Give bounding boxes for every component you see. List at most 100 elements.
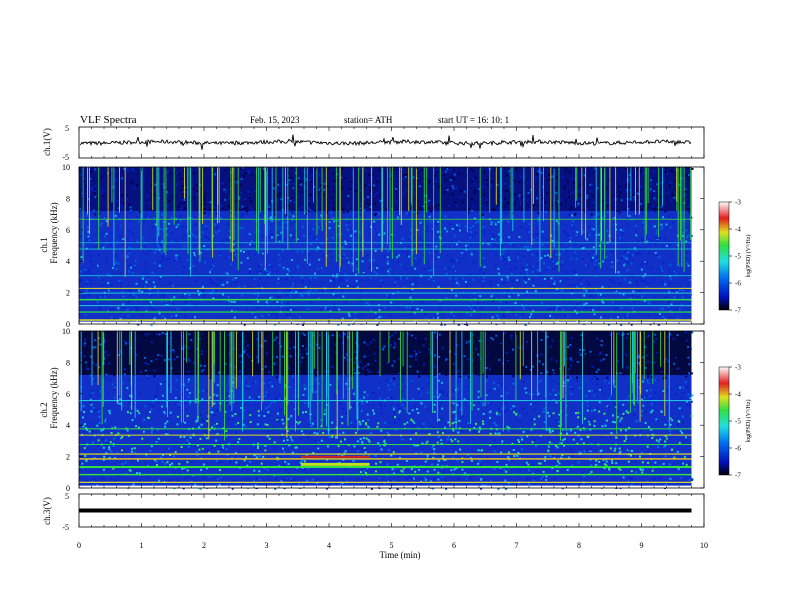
spec-speckle: [248, 353, 251, 356]
spec-speckle: [237, 386, 240, 389]
spec-sferic: [523, 167, 525, 223]
spec-speckle: [266, 301, 269, 304]
spec-speckle: [608, 405, 611, 408]
spec-speckle: [440, 439, 443, 442]
spec-speckle: [667, 300, 670, 303]
spec-speckle: [275, 336, 278, 339]
spec-speckle: [614, 337, 617, 340]
spec-speckle: [612, 402, 615, 405]
spec-speckle: [421, 205, 424, 208]
spec-sferic: [489, 167, 491, 213]
spec-speckle: [615, 307, 617, 309]
spec-speckle: [415, 444, 418, 447]
spec-speckle: [272, 217, 275, 220]
spec-speckle: [437, 435, 440, 438]
spec-speckle: [309, 179, 312, 182]
spec-speckle: [550, 186, 553, 189]
spec-speckle: [678, 430, 680, 433]
spec-speckle: [569, 236, 572, 239]
spec-speckle: [271, 312, 274, 315]
spec-speckle: [495, 314, 498, 317]
spec-speckle: [392, 408, 395, 411]
spec-speckle: [376, 231, 379, 234]
spec-speckle: [659, 196, 662, 199]
spec-speckle: [537, 216, 540, 219]
spec-speckle: [616, 416, 619, 419]
spec-speckle: [344, 438, 346, 441]
spec-speckle: [465, 341, 468, 344]
spec-speckle: [110, 478, 113, 481]
spec-speckle: [568, 213, 571, 216]
spec-speckle: [589, 419, 592, 422]
spec-speckle: [540, 257, 543, 260]
spec-speckle: [479, 295, 482, 298]
spec-speckle: [493, 387, 496, 390]
spec-speckle: [308, 375, 311, 378]
spec-speckle: [188, 297, 191, 300]
spec-speckle: [375, 192, 378, 195]
spec-speckle: [545, 238, 548, 241]
spec-speckle: [669, 309, 672, 312]
spec-speckle: [657, 353, 660, 356]
spec-speckle: [359, 471, 362, 473]
spec-speckle: [477, 483, 480, 486]
spec-speckle: [490, 371, 493, 374]
spec-speckle: [337, 220, 339, 222]
spec-speckle: [552, 267, 555, 270]
spec-speckle: [114, 338, 117, 340]
spec-speckle: [349, 406, 352, 409]
spec-speckle: [475, 221, 478, 224]
spec-speckle: [390, 396, 392, 399]
spec-speckle: [681, 256, 684, 259]
spec-speckle: [607, 397, 610, 400]
spec-speckle: [100, 190, 103, 193]
spec-speckle: [495, 253, 498, 256]
spec-speckle: [263, 167, 265, 170]
spec-speckle: [556, 446, 559, 449]
spec-speckle: [439, 402, 442, 405]
spec-speckle: [238, 370, 241, 373]
spec-speckle: [135, 282, 138, 285]
spec-speckle: [165, 245, 168, 248]
spec-speckle: [160, 244, 163, 247]
spec-speckle: [165, 299, 168, 302]
spec-speckle: [470, 307, 473, 310]
spec-speckle: [598, 233, 601, 236]
spec-speckle: [366, 202, 369, 205]
spec-speckle: [275, 314, 278, 317]
spec-speckle: [105, 305, 108, 308]
spec-speckle: [677, 468, 680, 471]
spec-speckle: [183, 384, 186, 387]
spec-speckle: [290, 320, 293, 323]
spec-speckle: [615, 217, 618, 220]
spec-speckle: [480, 487, 483, 490]
spec-speckle: [688, 404, 691, 407]
spec-speckle: [323, 168, 326, 171]
spec-speckle: [530, 419, 533, 422]
spec-speckle: [496, 413, 499, 416]
spec-speckle: [154, 223, 157, 226]
spec-speckle: [300, 430, 303, 433]
spec-speckle: [389, 479, 392, 482]
spec-speckle: [261, 315, 264, 318]
spec-speckle: [512, 348, 514, 351]
spec-speckle: [388, 268, 391, 271]
spec-speckle: [248, 387, 251, 390]
spec-speckle: [488, 403, 491, 406]
spec-speckle: [477, 220, 480, 223]
spec-speckle: [424, 312, 427, 315]
spec-speckle: [503, 469, 506, 472]
spec-speckle: [257, 442, 260, 445]
spec-speckle: [309, 276, 312, 279]
spec-speckle: [106, 273, 109, 276]
spec-speckle: [500, 383, 503, 386]
spec-speckle: [216, 277, 219, 280]
spec-speckle: [467, 207, 470, 210]
spec-speckle: [176, 387, 179, 390]
spec-speckle: [443, 274, 446, 277]
spec-speckle: [615, 462, 618, 465]
spec-speckle: [97, 439, 100, 442]
spec-speckle: [620, 323, 623, 326]
spec-speckle: [640, 429, 643, 432]
spec-speckle: [546, 411, 549, 414]
